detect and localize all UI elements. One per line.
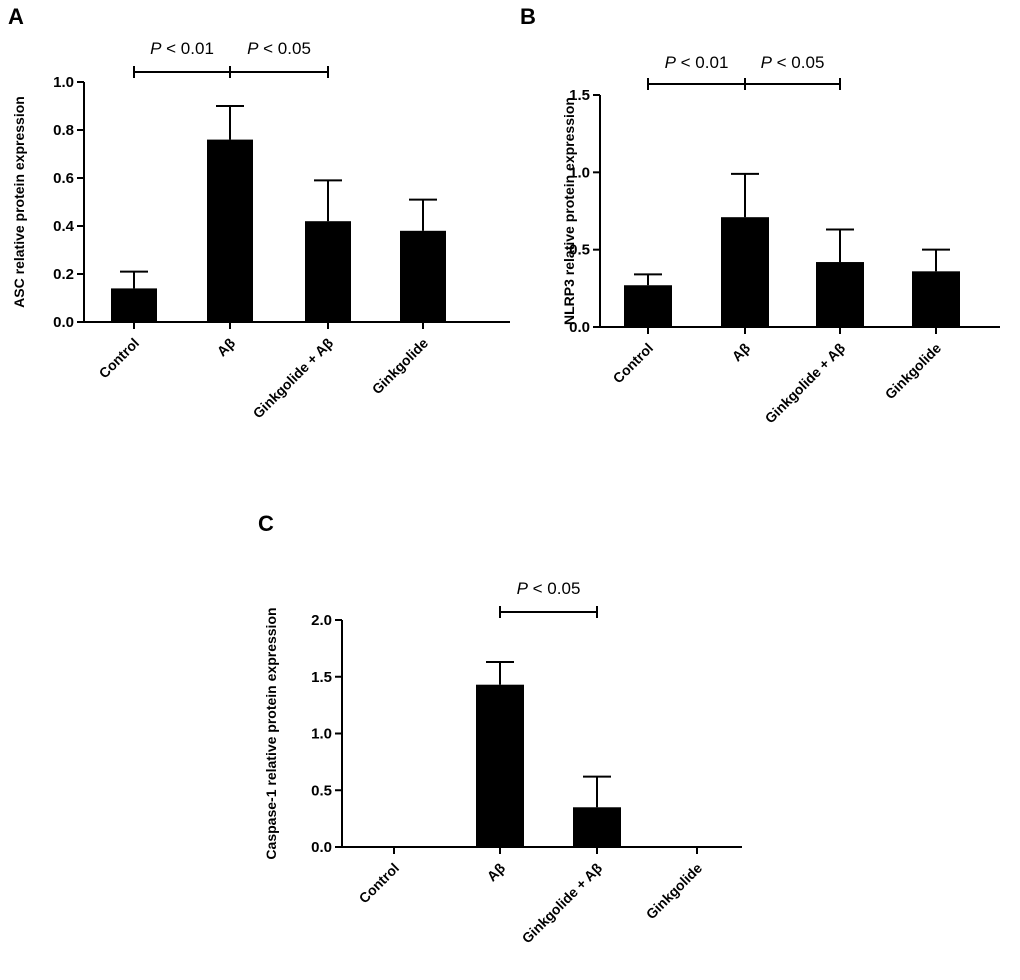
significance-label: P < 0.05 [247, 39, 311, 58]
y-tick-label: 1.0 [53, 74, 74, 91]
p-symbol: P [247, 39, 259, 58]
y-tick-label: 2.0 [311, 612, 332, 629]
bar [573, 807, 621, 847]
y-tick-label: 1.0 [569, 164, 590, 181]
significance-label: P < 0.05 [761, 53, 825, 72]
bar [111, 288, 157, 322]
p-threshold: < 0.05 [772, 53, 824, 72]
significance-label: P < 0.01 [150, 39, 214, 58]
y-axis-title: ASC relative protein expression [11, 96, 27, 308]
x-tick-label: Aβ [484, 859, 509, 884]
x-tick-label: Ginkgolide + Aβ [250, 334, 337, 421]
y-tick-label: 1.5 [311, 669, 332, 686]
panel-c: C Caspase-1 relative protein expression 0.… [258, 511, 742, 946]
bar [207, 139, 253, 322]
x-tick-label: Aβ [214, 334, 239, 359]
p-threshold: < 0.01 [161, 39, 213, 58]
bar [816, 262, 864, 327]
x-tick-label: Aβ [729, 339, 754, 364]
x-tick-label: Ginkgolide + Aβ [762, 339, 849, 426]
panel-letter: A [8, 4, 24, 29]
x-tick-label: Ginkgolide [882, 340, 945, 403]
panel-letter: B [520, 4, 536, 29]
bar [400, 230, 446, 322]
y-tick-label: 0.6 [53, 170, 74, 187]
y-tick-label: 0.5 [311, 782, 332, 799]
p-threshold: < 0.05 [258, 39, 310, 58]
x-tick-label: Control [356, 860, 403, 907]
y-tick-label: 1.5 [569, 87, 590, 104]
bar [912, 271, 960, 327]
p-symbol: P [150, 39, 162, 58]
x-tick-label: Ginkgolide [643, 860, 706, 923]
bar [624, 285, 672, 327]
bar [476, 684, 524, 847]
bar [721, 217, 769, 327]
significance-label: P < 0.05 [517, 579, 581, 598]
p-symbol: P [517, 579, 529, 598]
y-tick-label: 1.0 [311, 726, 332, 743]
x-tick-label: Control [610, 340, 657, 387]
y-tick-label: 0.0 [53, 314, 74, 331]
y-axis-title: NLRP3 relative protein expression [561, 97, 577, 325]
y-tick-label: 0.4 [53, 218, 75, 235]
p-threshold: < 0.05 [528, 579, 580, 598]
y-tick-label: 0.8 [53, 122, 74, 139]
p-threshold: < 0.01 [676, 53, 728, 72]
significance-label: P < 0.01 [665, 53, 729, 72]
x-tick-label: Ginkgolide + Aβ [519, 859, 606, 946]
p-symbol: P [665, 53, 677, 72]
y-tick-label: 0.2 [53, 266, 74, 283]
panel-a: A ASC relative protein expression 0.0 0.2 0.… [8, 4, 510, 421]
y-axis-title: Caspase-1 relative protein expression [263, 607, 279, 859]
x-tick-label: Ginkgolide [369, 335, 432, 398]
x-tick-label: Control [96, 335, 143, 382]
p-symbol: P [761, 53, 773, 72]
y-tick-label: 0.0 [569, 319, 590, 336]
y-tick-label: 0.0 [311, 839, 332, 856]
y-tick-label: 0.5 [569, 242, 590, 259]
bar [305, 221, 351, 322]
panel-letter: C [258, 511, 274, 536]
